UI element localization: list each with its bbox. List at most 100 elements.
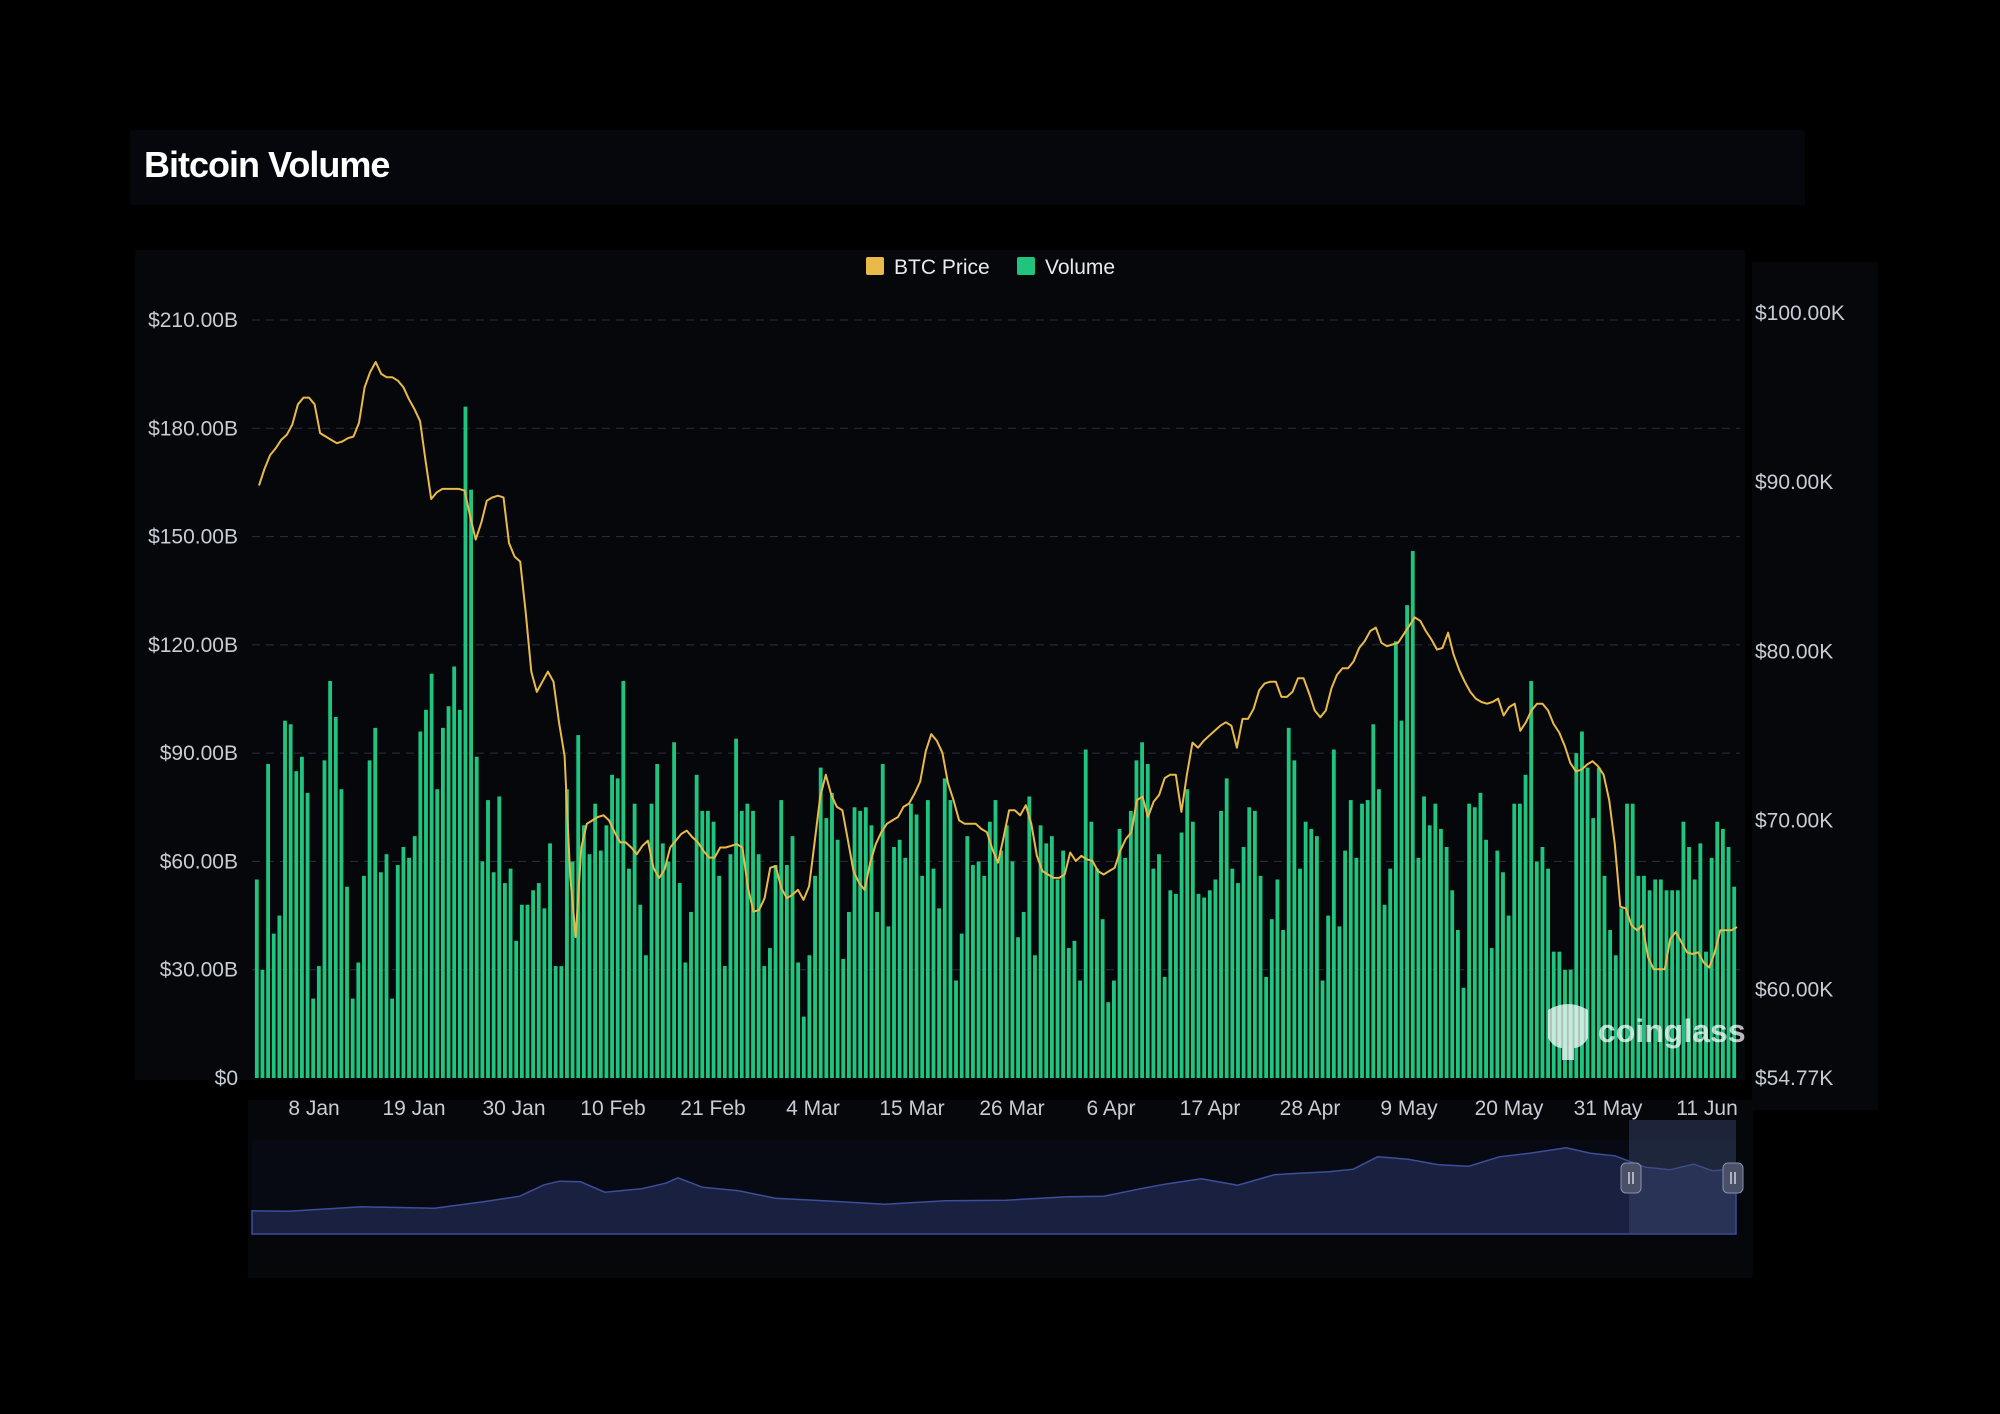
volume-bar xyxy=(519,904,524,1078)
volume-bar xyxy=(1309,828,1314,1078)
volume-bar xyxy=(446,706,451,1078)
volume-bar xyxy=(1117,828,1122,1078)
volume-bar xyxy=(1185,789,1190,1078)
volume-bar xyxy=(1580,731,1584,1078)
volume-bar xyxy=(1675,890,1680,1078)
volume-bar xyxy=(1664,890,1669,1078)
handle-grip[interactable] xyxy=(1620,1162,1642,1194)
volume-bar xyxy=(1061,850,1066,1078)
volume-bar xyxy=(1670,890,1675,1078)
handle-grip[interactable] xyxy=(1722,1162,1744,1194)
volume-bar xyxy=(508,868,513,1078)
y-tick-label: $0 xyxy=(215,1067,238,1090)
volume-bar xyxy=(1591,818,1596,1078)
coinglass-wordmark: coinglass xyxy=(1598,1013,1746,1049)
navigator[interactable] xyxy=(251,1120,1744,1235)
volume-bar xyxy=(1281,930,1285,1078)
volume-bar xyxy=(937,908,942,1078)
volume-bar xyxy=(1314,836,1319,1078)
volume-bar xyxy=(880,763,885,1078)
legend[interactable]: BTC Price Volume xyxy=(866,256,1115,279)
volume-bar xyxy=(1517,803,1522,1078)
volume-bar xyxy=(407,857,411,1078)
volume-bar xyxy=(638,904,643,1078)
volume-bar xyxy=(875,911,879,1078)
volume-bar xyxy=(1241,846,1246,1078)
navigator-area xyxy=(251,1147,1737,1235)
volume-bar xyxy=(1258,875,1263,1078)
volume-bar xyxy=(914,814,919,1078)
x-tick-label: 11 Jun xyxy=(1676,1097,1738,1120)
volume-bar xyxy=(311,998,316,1078)
x-tick-label: 26 Mar xyxy=(979,1097,1044,1120)
navigator-handle-right[interactable] xyxy=(1722,1162,1744,1194)
volume-bar xyxy=(1410,551,1415,1078)
volume-bar xyxy=(1275,879,1280,1078)
volume-bar xyxy=(1472,807,1477,1078)
navigator-handle-left[interactable] xyxy=(1620,1162,1642,1194)
volume-bar xyxy=(796,962,801,1078)
volume-bar xyxy=(1687,846,1691,1078)
volume-bar xyxy=(1264,976,1269,1078)
volume-bar xyxy=(739,810,744,1078)
volume-bar xyxy=(565,789,569,1078)
volume-bar xyxy=(1230,868,1235,1078)
volume-bar xyxy=(1461,987,1466,1078)
volume-bar xyxy=(1269,919,1274,1078)
volume-bar xyxy=(1078,980,1082,1078)
right-axis-panel xyxy=(1752,262,1878,1110)
volume-bar xyxy=(1112,980,1116,1078)
y-tick-label: $90.00B xyxy=(160,742,238,765)
volume-bar xyxy=(1681,821,1686,1078)
x-tick-label: 28 Apr xyxy=(1280,1097,1341,1120)
volume-bar xyxy=(559,966,564,1078)
volume-bar xyxy=(959,933,964,1078)
volume-bar xyxy=(1066,948,1071,1078)
volume-bar xyxy=(1642,875,1646,1078)
volume-bar xyxy=(1484,839,1488,1078)
volume-bar xyxy=(1399,720,1404,1078)
volume-bar xyxy=(463,406,468,1078)
legend-item-volume[interactable]: Volume xyxy=(1017,256,1115,279)
x-tick-label: 9 May xyxy=(1380,1097,1438,1120)
volume-bar xyxy=(1083,749,1088,1078)
volume-bar xyxy=(1202,897,1207,1078)
x-tick-label: 21 Feb xyxy=(680,1097,745,1120)
volume-bar xyxy=(948,800,953,1078)
volume-bar xyxy=(345,886,349,1078)
volume-bar xyxy=(474,756,479,1078)
volume-bar xyxy=(1715,821,1720,1078)
volume-bar xyxy=(1123,857,1128,1078)
volume-bar xyxy=(931,868,936,1078)
volume-bar xyxy=(745,803,750,1078)
legend-item-btc-price[interactable]: BTC Price xyxy=(866,256,990,279)
volume-bar xyxy=(384,854,389,1078)
volume-bar xyxy=(1010,861,1015,1078)
volume-bar xyxy=(824,818,829,1078)
volume-bar xyxy=(333,717,338,1078)
volume-bar xyxy=(1044,843,1049,1078)
volume-bar xyxy=(1608,930,1613,1078)
y-tick-label: $30.00B xyxy=(160,959,238,982)
x-tick-label: 10 Feb xyxy=(580,1097,645,1120)
volume-bar xyxy=(1004,825,1009,1078)
volume-bar xyxy=(266,763,271,1078)
volume-bar xyxy=(1388,868,1393,1078)
volume-bar xyxy=(587,854,592,1078)
volume-bar xyxy=(801,1016,806,1078)
volume-bar xyxy=(1016,937,1020,1078)
coinglass-watermark: coinglass xyxy=(1548,1004,1746,1060)
volume-bar xyxy=(1371,724,1376,1078)
volume-bar xyxy=(305,792,310,1078)
volume-bar xyxy=(1489,948,1494,1078)
navigator-selection[interactable] xyxy=(1629,1120,1736,1234)
volume-bar xyxy=(1207,890,1212,1078)
volume-bar xyxy=(694,774,699,1078)
volume-bar xyxy=(846,911,851,1078)
volume-bar xyxy=(784,865,789,1078)
volume-bar xyxy=(1405,605,1410,1078)
volume-bar xyxy=(1033,955,1037,1078)
volume-bar xyxy=(722,966,727,1078)
volume-bar xyxy=(677,883,682,1078)
legend-swatch-volume xyxy=(1017,257,1035,275)
